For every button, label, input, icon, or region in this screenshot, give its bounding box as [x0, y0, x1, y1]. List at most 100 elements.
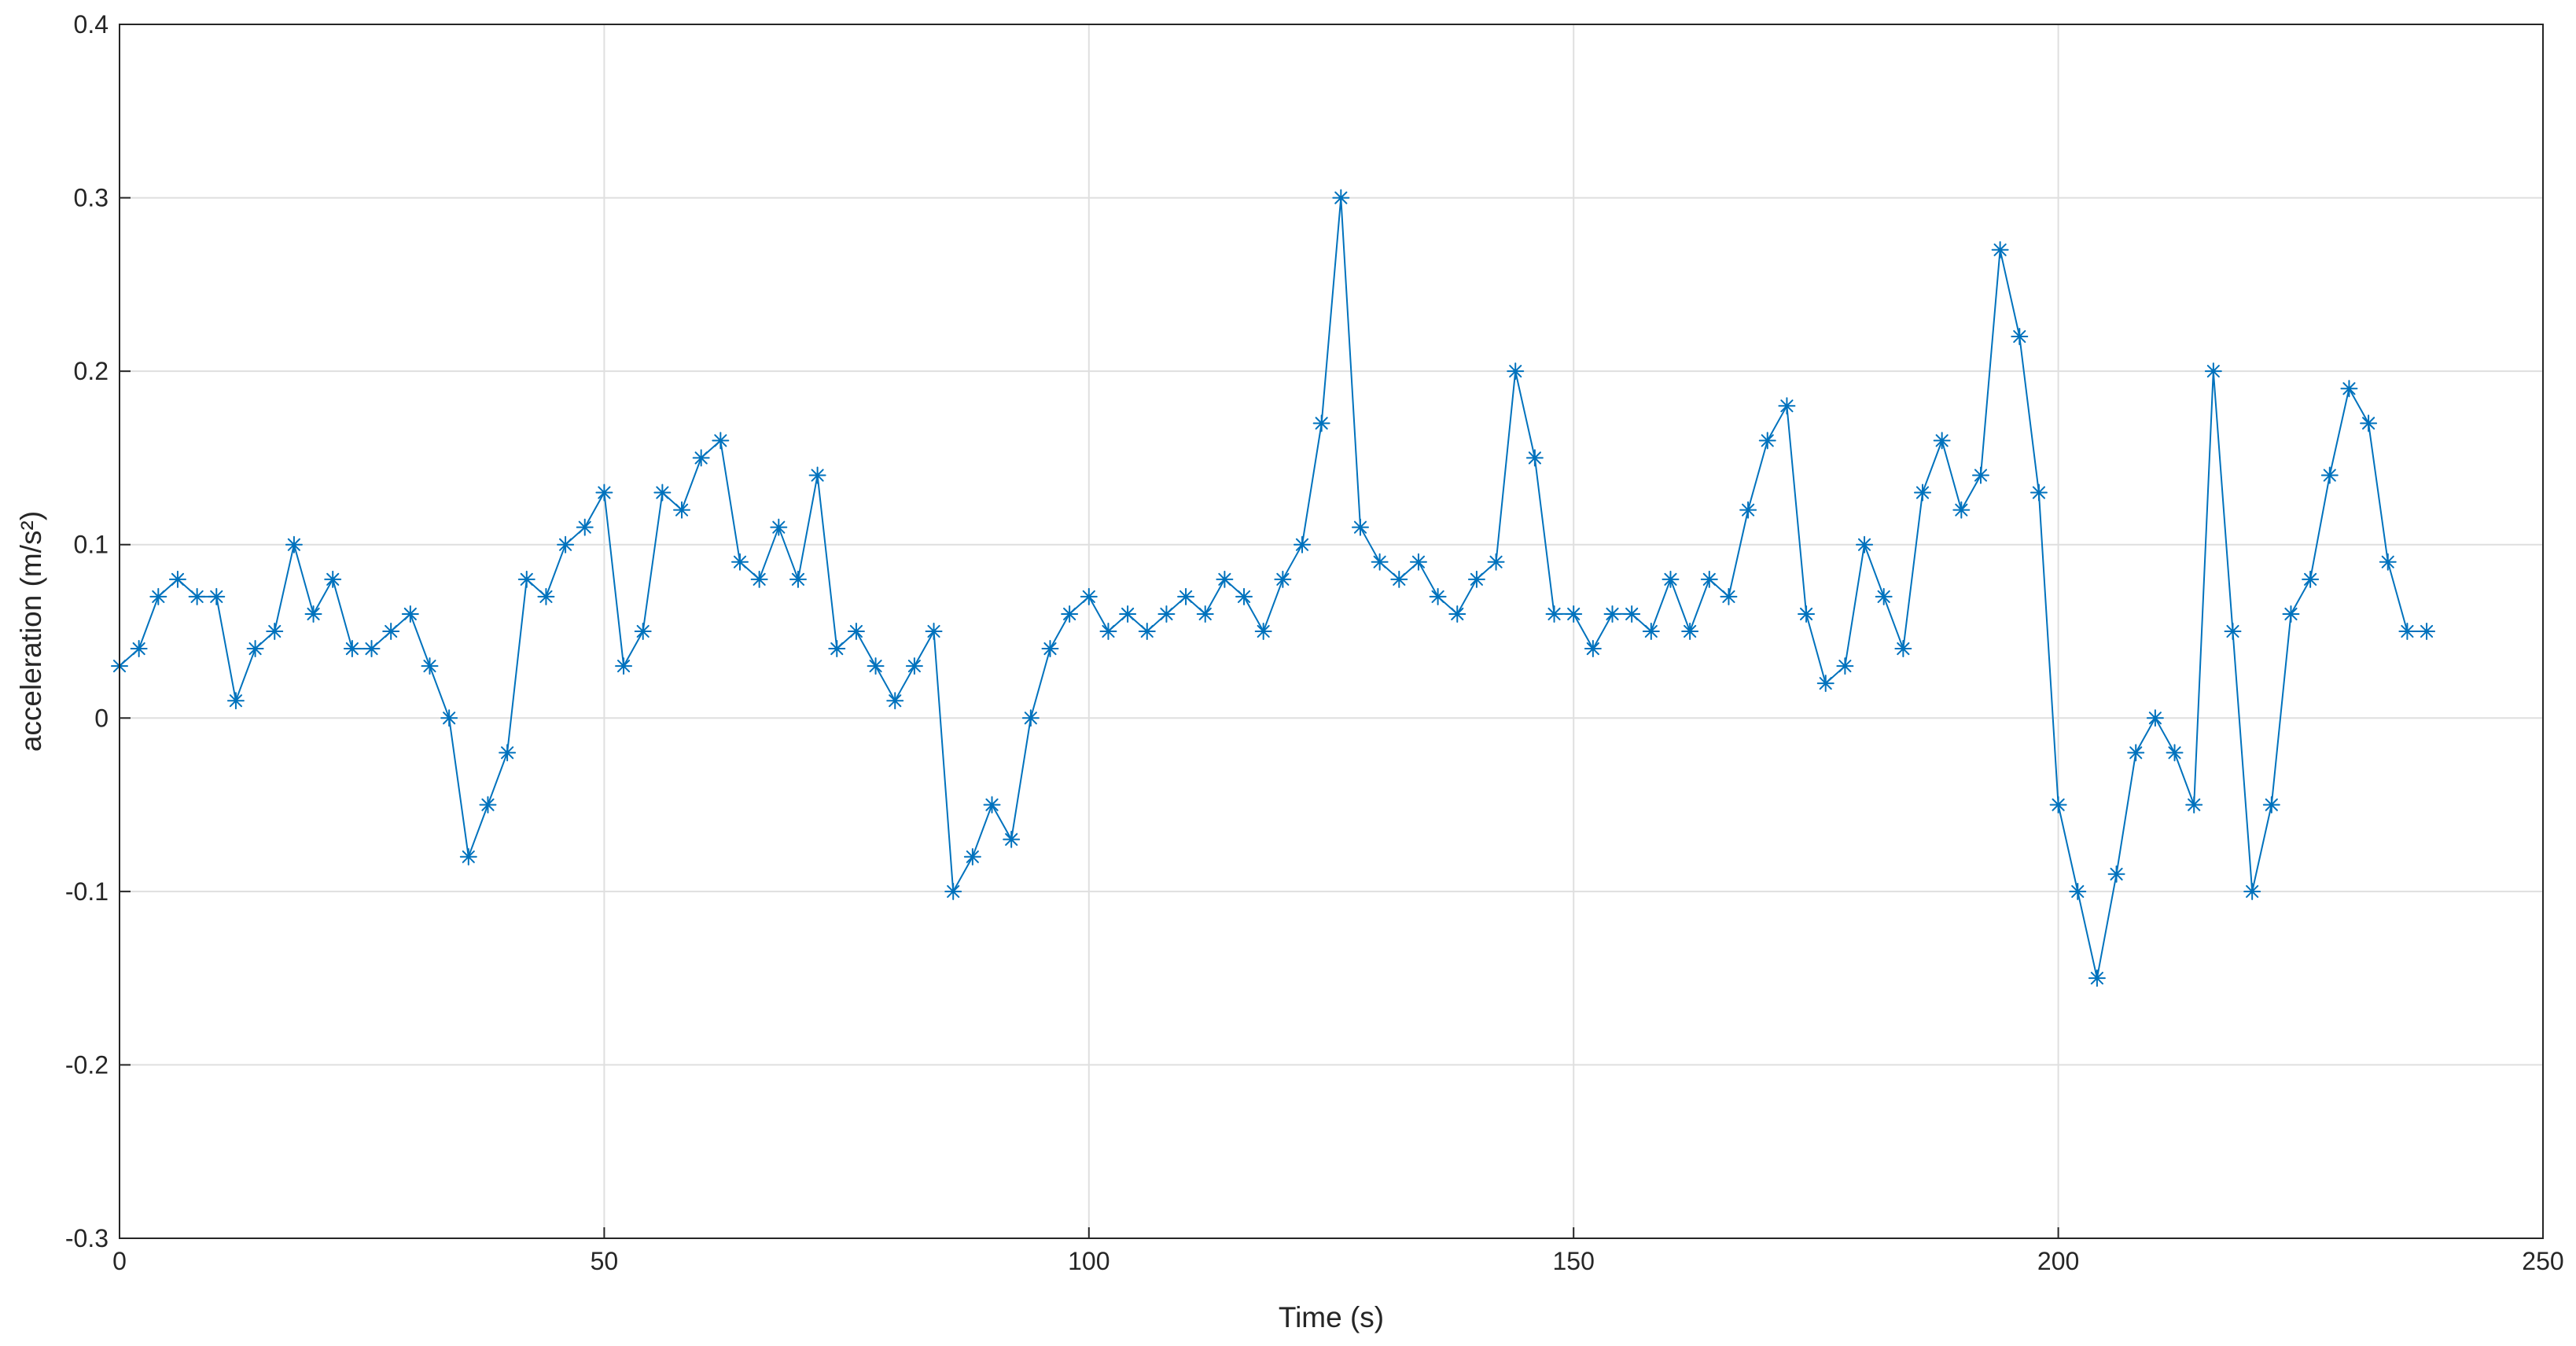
data-point: [401, 605, 419, 623]
data-point: [1332, 189, 1350, 207]
data-point: [1778, 397, 1796, 415]
data-point: [1603, 605, 1621, 623]
data-series: [111, 189, 2436, 987]
y-tick-label: -0.2: [65, 1050, 109, 1079]
data-point: [1798, 605, 1816, 623]
data-point: [983, 796, 1001, 814]
data-point: [2011, 328, 2029, 346]
data-point: [615, 657, 633, 675]
data-point: [382, 623, 400, 640]
data-point: [1507, 362, 1525, 381]
data-point: [1739, 501, 1757, 519]
data-point: [673, 501, 691, 519]
data-point: [1525, 449, 1544, 467]
y-tick-label: -0.3: [65, 1224, 109, 1252]
data-point: [750, 570, 768, 588]
data-point: [1099, 623, 1117, 640]
data-point: [886, 692, 904, 710]
data-point: [1933, 432, 1951, 450]
data-point: [847, 623, 865, 640]
data-point: [304, 605, 322, 623]
data-point: [1914, 484, 1932, 502]
data-point: [1119, 605, 1137, 623]
data-point: [226, 692, 245, 710]
data-point: [1061, 605, 1079, 623]
data-point: [1971, 466, 1989, 484]
data-point: [944, 882, 962, 900]
data-point: [2379, 553, 2397, 571]
data-point: [1409, 553, 1427, 571]
data-point: [2030, 484, 2048, 502]
y-tick-label: 0.2: [74, 357, 109, 385]
data-point: [1448, 605, 1466, 623]
data-point: [362, 640, 381, 658]
data-point: [246, 640, 264, 658]
data-point: [2282, 605, 2300, 623]
data-point: [1467, 570, 1485, 588]
data-point: [2418, 623, 2436, 640]
data-point: [2398, 623, 2416, 640]
data-point: [1894, 640, 1912, 658]
x-tick-label: 100: [1068, 1247, 1110, 1275]
data-point: [208, 587, 226, 605]
data-point: [692, 449, 710, 467]
data-point: [2049, 796, 2067, 814]
data-point: [2262, 796, 2280, 814]
data-point: [1003, 830, 1021, 848]
data-point: [1623, 605, 1641, 623]
data-point: [2204, 362, 2222, 381]
data-point: [828, 640, 846, 658]
data-point: [2340, 380, 2358, 398]
y-tick-label: 0.4: [74, 10, 109, 39]
x-tick-label: 200: [2037, 1247, 2079, 1275]
data-point: [130, 640, 148, 658]
data-point: [149, 587, 167, 605]
data-point: [1157, 605, 1176, 623]
data-point: [557, 535, 575, 553]
x-tick-label: 150: [1553, 1247, 1595, 1275]
data-point: [1351, 518, 1369, 536]
data-point: [1816, 675, 1834, 693]
data-point: [1429, 587, 1447, 605]
data-point: [595, 484, 613, 502]
data-point: [1196, 605, 1214, 623]
x-tick-label: 0: [112, 1247, 127, 1275]
data-point: [2320, 466, 2339, 484]
data-point: [867, 657, 885, 675]
data-point: [1041, 640, 1059, 658]
data-point: [1390, 570, 1408, 588]
data-point: [285, 535, 303, 553]
y-axis-label: acceleration (m/s²): [15, 511, 47, 752]
data-point: [440, 709, 458, 727]
data-point: [479, 796, 497, 814]
data-point: [653, 484, 672, 502]
data-point: [517, 570, 535, 588]
y-tick-label: 0.3: [74, 184, 109, 212]
data-point: [1681, 623, 1699, 640]
axis-ticks: 0 50 100 150 200 250 -0.3 -0.2 -0.1 0 0.1 0.2 0.3 0.4: [65, 10, 2564, 1275]
x-tick-label: 250: [2522, 1247, 2563, 1275]
data-point: [634, 623, 652, 640]
y-tick-label: -0.1: [65, 877, 109, 906]
data-point: [168, 570, 186, 588]
data-point: [1371, 553, 1389, 571]
data-point: [2360, 414, 2378, 432]
data-point: [1952, 501, 1971, 519]
data-point: [188, 587, 206, 605]
data-point: [2224, 623, 2242, 640]
data-point: [1758, 432, 1776, 450]
data-point: [730, 553, 749, 571]
data-point: [2069, 882, 2087, 900]
data-point: [1216, 570, 1234, 588]
data-point: [1991, 241, 2009, 259]
data-point: [499, 744, 517, 762]
x-tick-label: 50: [591, 1247, 619, 1275]
data-point: [459, 848, 477, 866]
grid: [120, 24, 2543, 1238]
data-point: [2166, 744, 2184, 762]
data-point: [1235, 587, 1253, 605]
data-point: [1700, 570, 1718, 588]
data-point: [1565, 605, 1583, 623]
data-point: [324, 570, 342, 588]
